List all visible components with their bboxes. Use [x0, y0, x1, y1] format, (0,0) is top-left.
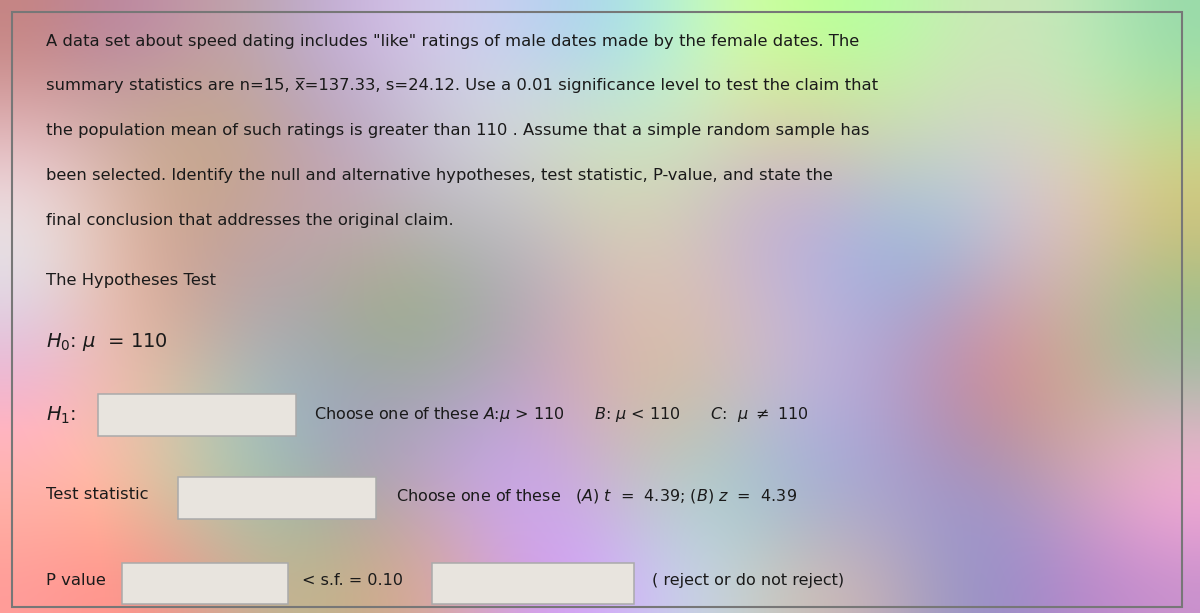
FancyBboxPatch shape: [178, 477, 376, 519]
Text: the population mean of such ratings is greater than 110 . Assume that a simple r: the population mean of such ratings is g…: [46, 123, 869, 138]
Text: $\mathit{H}_0$: $\mu$  = 110: $\mathit{H}_0$: $\mu$ = 110: [46, 331, 167, 353]
Text: $\mathit{H}_1$:: $\mathit{H}_1$:: [46, 405, 76, 426]
FancyBboxPatch shape: [122, 563, 288, 604]
FancyBboxPatch shape: [432, 563, 634, 604]
Text: been selected. Identify the null and alternative hypotheses, test statistic, P-v: been selected. Identify the null and alt…: [46, 168, 833, 183]
Text: ( reject or do not reject): ( reject or do not reject): [652, 573, 844, 588]
Text: P value: P value: [46, 573, 106, 588]
Text: final conclusion that addresses the original claim.: final conclusion that addresses the orig…: [46, 213, 454, 227]
FancyBboxPatch shape: [98, 394, 296, 436]
Text: Choose one of these   $(A)$ $t$  =  4.39; $(B)$ $z$  =  4.39: Choose one of these $(A)$ $t$ = 4.39; $(…: [396, 487, 797, 505]
Text: < s.f. = 0.10: < s.f. = 0.10: [302, 573, 403, 588]
Text: The Hypotheses Test: The Hypotheses Test: [46, 273, 216, 287]
Text: Choose one of these $A$:$\mu$ > 110      $B$: $\mu$ < 110      $C$:  $\mu$ $\neq: Choose one of these $A$:$\mu$ > 110 $B$:…: [314, 405, 809, 424]
Text: Test statistic: Test statistic: [46, 487, 149, 502]
Text: summary statistics are n=15, x̅=137.33, s=24.12. Use a 0.01 significance level t: summary statistics are n=15, x̅=137.33, …: [46, 78, 877, 93]
Text: A data set about speed dating includes "like" ratings of male dates made by the : A data set about speed dating includes "…: [46, 34, 859, 48]
